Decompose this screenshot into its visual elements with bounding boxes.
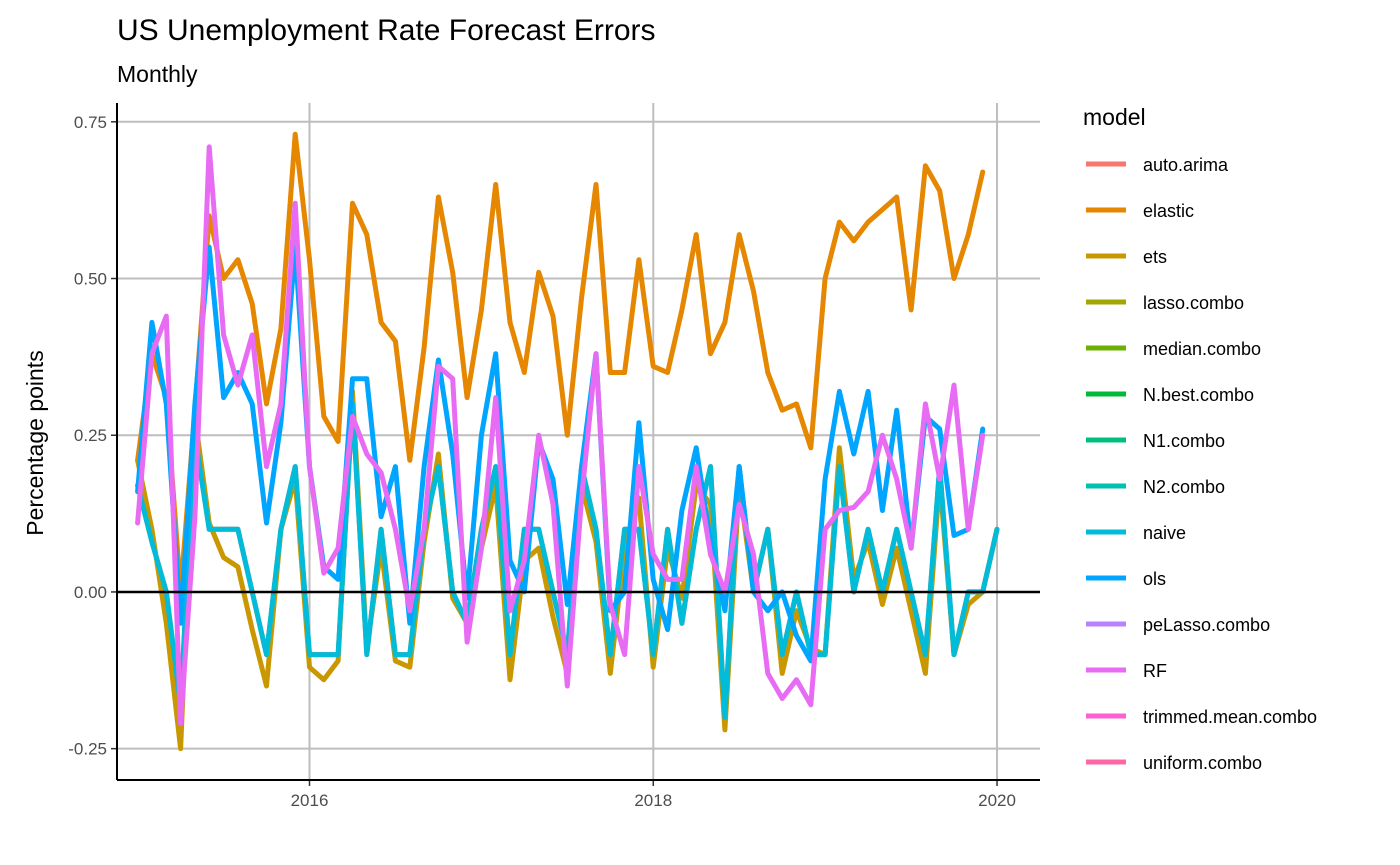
- legend-label: auto.arima: [1143, 155, 1229, 175]
- legend-label: elastic: [1143, 201, 1194, 221]
- series-lines: [135, 131, 1000, 752]
- series-line-rf: [135, 144, 986, 727]
- legend-label: uniform.combo: [1143, 753, 1262, 773]
- legend: auto.arima elastic ets lasso.combo median.co…: [1086, 155, 1317, 773]
- y-tick-label: -0.25: [68, 740, 107, 759]
- chart-subtitle: Monthly: [117, 61, 198, 87]
- y-tick-label: 0.75: [74, 113, 107, 132]
- y-axis-label: Percentage points: [22, 350, 48, 535]
- axes: [111, 103, 1040, 786]
- legend-label: RF: [1143, 661, 1167, 681]
- legend-label: lasso.combo: [1143, 293, 1244, 313]
- x-tick-label: 2018: [634, 791, 672, 810]
- chart-title: US Unemployment Rate Forecast Errors: [117, 14, 656, 47]
- legend-label: peLasso.combo: [1143, 615, 1270, 635]
- x-tick-label: 2016: [291, 791, 329, 810]
- legend-label: median.combo: [1143, 339, 1261, 359]
- y-tick-label: 0.25: [74, 426, 107, 445]
- series-line-elastic: [135, 131, 986, 595]
- legend-label: naive: [1143, 523, 1186, 543]
- tick-labels: -0.25 0.00 0.25 0.50 0.75 2016 2018 2020: [68, 113, 1016, 810]
- legend-label: ols: [1143, 569, 1166, 589]
- y-tick-label: 0.50: [74, 270, 107, 289]
- legend-label: N1.combo: [1143, 431, 1225, 451]
- legend-label: trimmed.mean.combo: [1143, 707, 1317, 727]
- legend-label: ets: [1143, 247, 1167, 267]
- x-tick-label: 2020: [978, 791, 1016, 810]
- y-tick-label: 0.00: [74, 583, 107, 602]
- legend-label: N2.combo: [1143, 477, 1225, 497]
- legend-label: N.best.combo: [1143, 385, 1254, 405]
- series-line-ols: [135, 244, 986, 664]
- legend-title: model: [1083, 104, 1146, 130]
